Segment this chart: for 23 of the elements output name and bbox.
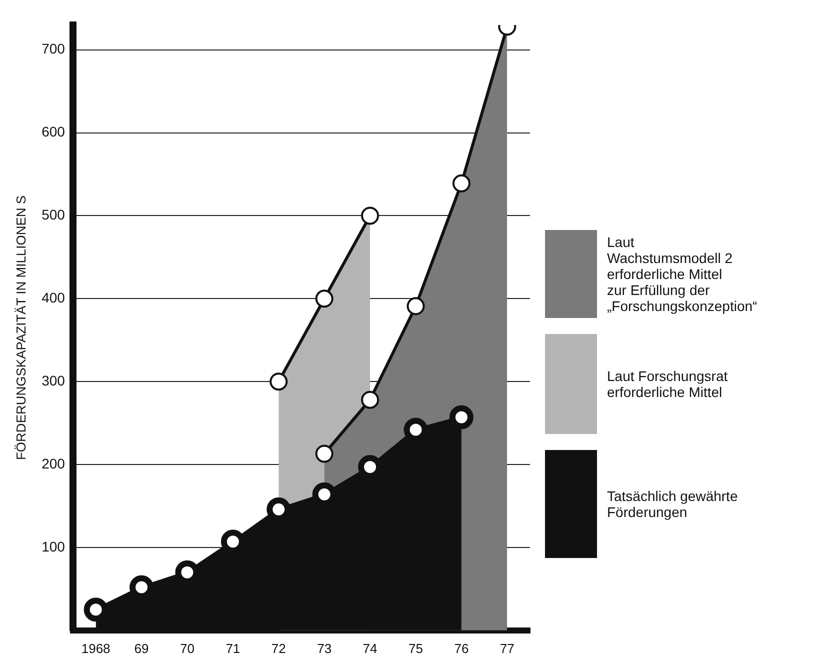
x-tick-label: 75 (408, 640, 423, 656)
y-tick-label: 700 (42, 40, 66, 57)
x-tick-label: 72 (271, 640, 286, 656)
y-axis-title: FÖRDERUNGSKAPAZITÄT IN MILLIONEN S (13, 195, 28, 460)
x-tick-label: 70 (180, 640, 194, 656)
y-tick-label: 200 (42, 455, 66, 472)
text: Laut Wachstumsmodell 2 erforderliche Mittel zur Erfüllung der „Forschungskonzeption“ (607, 234, 758, 314)
text: Laut Forschungsrat erforderliche Mittel (607, 368, 728, 400)
x-tick-label: 73 (317, 640, 332, 656)
text: Tatsächlich gewährte Förderungen (607, 488, 738, 520)
point (84, 598, 108, 622)
x-tick-label: 69 (134, 640, 149, 656)
x-tick-label: 76 (454, 640, 469, 656)
x-tick-label: 71 (226, 640, 240, 656)
point (449, 405, 474, 430)
y-tick-label: 100 (42, 538, 66, 554)
x-tick-label: 77 (500, 640, 514, 656)
y-tick-label: 400 (42, 290, 66, 306)
x-tick-label: 74 (362, 640, 378, 656)
x-tick-label: 1968 (81, 640, 110, 656)
y-tick-label: 600 (42, 124, 66, 140)
y-tick-label: 500 (42, 206, 66, 223)
y-tick-label: 300 (42, 372, 66, 388)
